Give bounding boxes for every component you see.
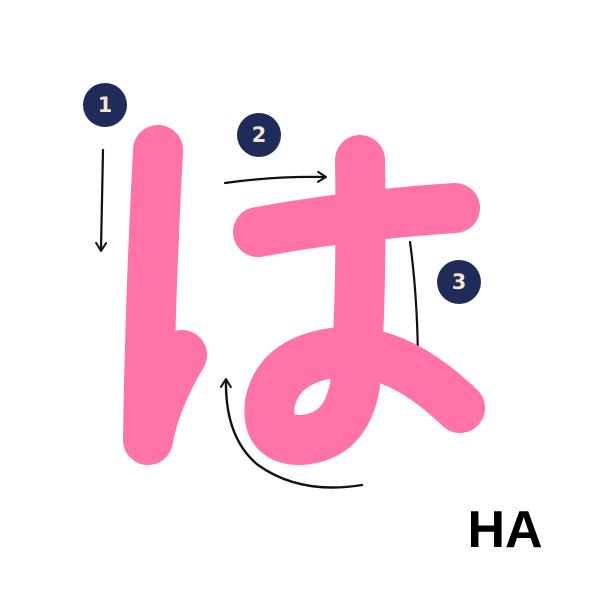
stroke-2-direction-arrow: [223, 170, 327, 185]
stroke-2-step-badge: 2: [237, 113, 281, 157]
hiragana-ha-character: [123, 125, 485, 465]
step-number-2: 2: [251, 122, 267, 147]
character-stroke-3: [244, 135, 485, 465]
direction-arrows: [95, 148, 420, 489]
romanization-label: HA: [467, 501, 543, 559]
stroke-3-loop-arrow: [219, 378, 364, 489]
stroke-1-direction-arrow: [95, 148, 108, 252]
stroke-1-step-badge: 1: [83, 83, 127, 127]
character-stroke-1: [123, 125, 207, 465]
stroke-3-step-badge: 3: [437, 260, 481, 304]
step-number-3: 3: [451, 269, 467, 294]
step-number-1: 1: [97, 92, 113, 117]
